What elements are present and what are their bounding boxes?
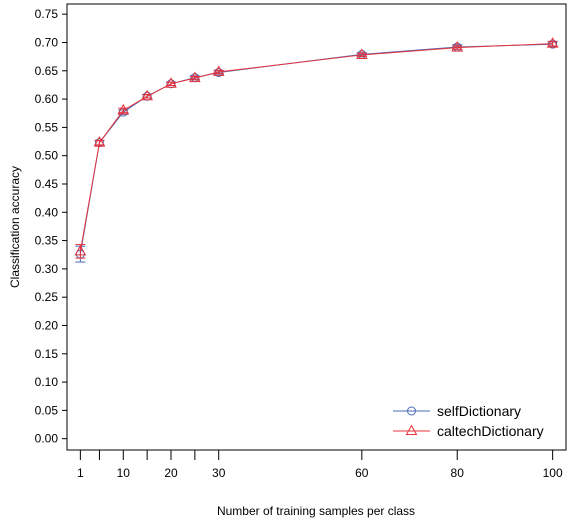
series-layer	[74, 37, 559, 263]
legend-self-marker	[407, 406, 416, 416]
x-tick-label: 30	[212, 466, 226, 480]
y-tick-label: 0.75	[35, 7, 59, 21]
legend-caltech-marker	[405, 424, 418, 435]
plot-area-frame	[66, 3, 567, 451]
x-axis: 1 10 20 30 60 80 100	[77, 450, 563, 480]
y-tick-label: 0.25	[35, 290, 59, 304]
y-axis: 0.00 0.05 0.10 0.15 0.20 0.25 0.30 0.35 0.40 0.45…	[35, 7, 67, 446]
y-tick-label: 0.10	[35, 375, 59, 389]
y-tick-label: 0.50	[35, 149, 59, 163]
legend: selfDictionary caltechDictionary	[393, 403, 544, 439]
x-axis-label: Number of training samples per class	[217, 504, 415, 518]
data-point	[451, 41, 464, 52]
y-tick-label: 0.60	[35, 92, 59, 106]
series-selfDictionary	[75, 39, 558, 263]
data-point	[189, 71, 201, 83]
legend-self-label: selfDictionary	[437, 403, 521, 419]
y-tick-label: 0.55	[35, 120, 59, 134]
data-point	[212, 65, 225, 76]
legend-caltech-label: caltechDictionary	[437, 423, 544, 439]
x-tick-label: 20	[164, 466, 178, 480]
x-tick-label: 80	[451, 466, 465, 480]
series-caltechDictionary	[74, 37, 559, 259]
series-line	[79, 43, 553, 255]
data-point	[546, 37, 559, 48]
y-tick-label: 0.15	[35, 347, 59, 361]
y-tick-label: 0.35	[35, 234, 59, 248]
y-axis-label: Classification accuracy	[8, 166, 22, 288]
y-tick-label: 0.05	[35, 403, 59, 417]
y-tick-label: 0.70	[35, 35, 59, 49]
data-point	[117, 103, 130, 115]
y-tick-label: 0.20	[35, 318, 59, 332]
data-point	[165, 77, 177, 88]
y-tick-label: 0.65	[35, 64, 59, 78]
y-tick-label: 0.40	[35, 205, 59, 219]
data-point	[141, 89, 153, 101]
data-point	[355, 48, 368, 59]
y-tick-label: 0.45	[35, 177, 59, 191]
x-tick-label: 60	[355, 466, 369, 480]
x-tick-label: 1	[77, 466, 84, 480]
x-tick-label: 10	[117, 466, 131, 480]
data-point	[93, 136, 106, 147]
series-line	[79, 43, 553, 252]
data-point	[74, 244, 87, 256]
y-tick-label: 0.30	[35, 262, 59, 276]
x-tick-label: 100	[543, 466, 563, 480]
y-tick-label: 0.00	[35, 432, 59, 446]
